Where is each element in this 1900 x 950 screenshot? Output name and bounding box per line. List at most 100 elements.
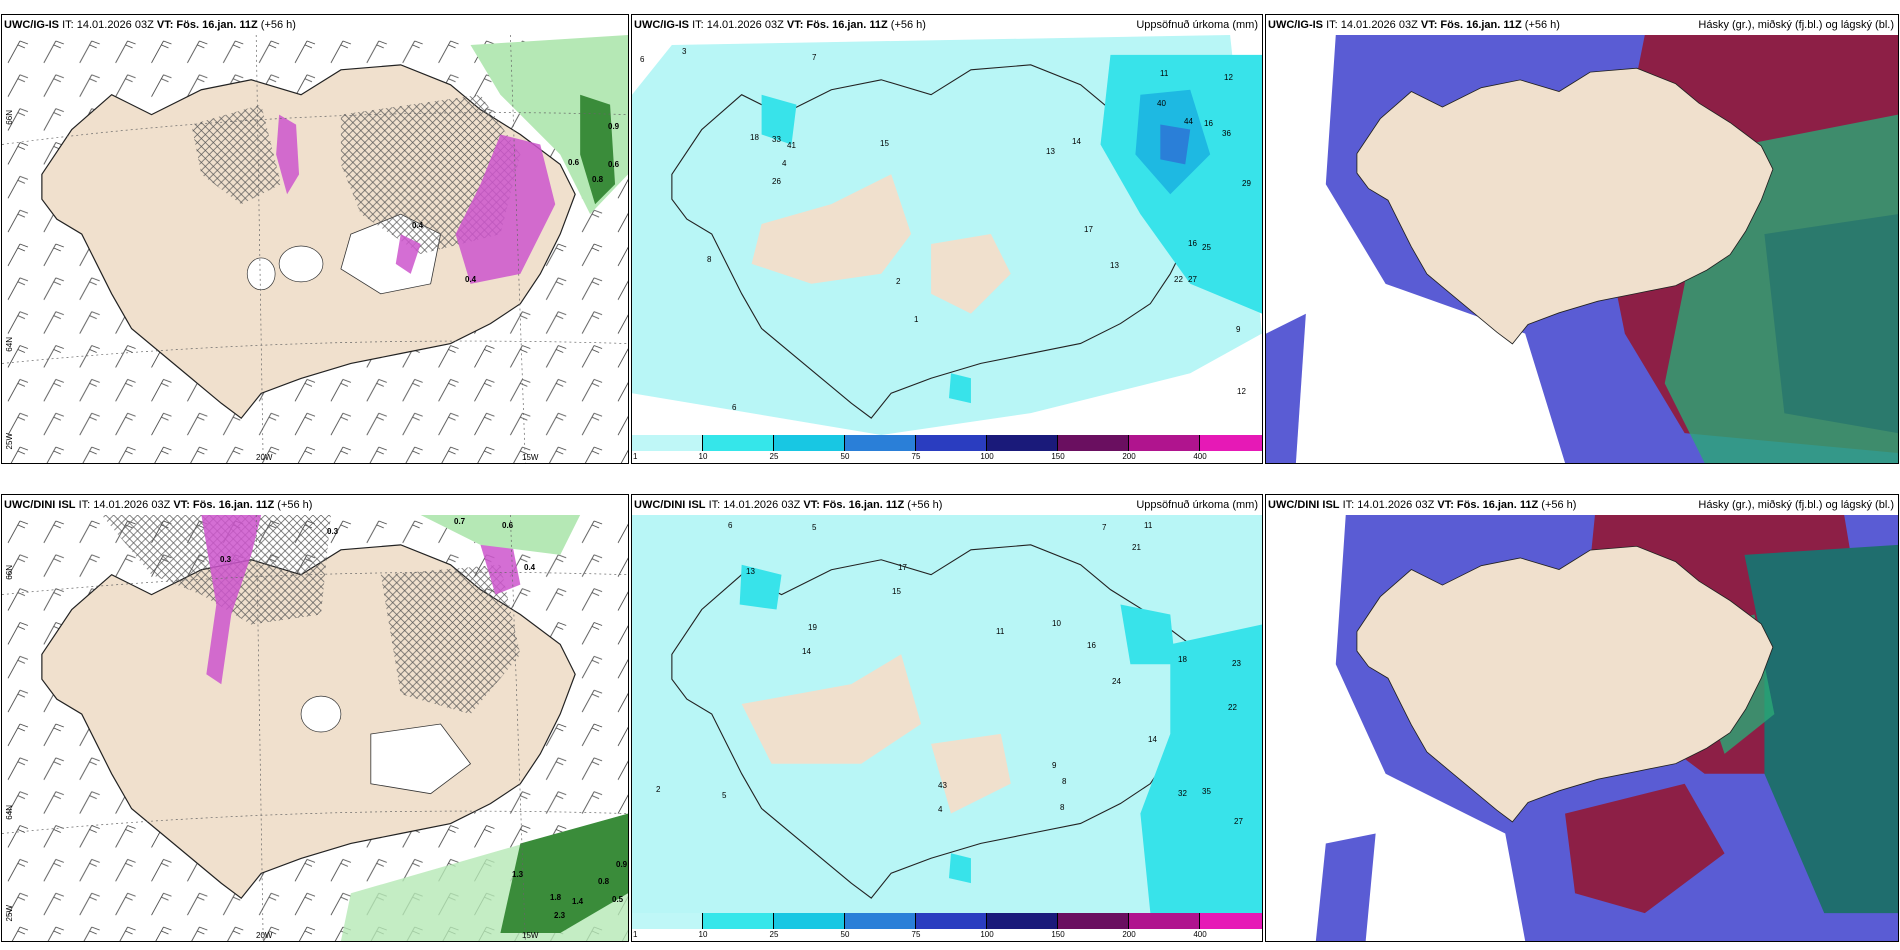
panel-bottom-wind: UWC/DINI ISL IT: 14.01.2026 03Z VT: Fös.… [1,494,629,942]
cloud-title: Hásky (gr.), miðský (fj.bl.) og lágský (… [1698,499,1894,511]
colorbar-swatch [916,435,987,451]
precip-value: 43 [938,781,947,790]
colorbar-swatch [632,913,703,929]
panel-header: UWC/DINI ISL IT: 14.01.2026 03Z VT: Fös.… [634,499,1258,511]
precip-value: 23 [1232,659,1241,668]
ice-value-label: 0.6 [608,160,620,169]
colorbar-tick: 150 [1051,930,1065,939]
precip-value: 35 [1202,787,1211,796]
ice-value-label: 1.8 [550,893,562,902]
precip-value: 6 [728,521,733,530]
lon-label-15: 15W [522,931,539,940]
colorbar-swatch [774,913,845,929]
colorbar-tick: 1 [633,930,638,939]
panel-header: UWC/IG-IS IT: 14.01.2026 03Z VT: Fös. 16… [1268,19,1894,31]
precip-value: 15 [892,587,901,596]
precip-value: 8 [707,255,712,264]
ice-value-label: 0.8 [592,175,604,184]
precip-value: 2 [656,785,661,794]
precip-value: 9 [1236,325,1241,334]
precip-value: 18 [1178,655,1187,664]
cloud-title: Hásky (gr.), miðský (fj.bl.) og lágský (… [1698,19,1894,31]
ice-value-label: 0.3 [327,527,339,536]
lon-label-25: 25W [5,905,14,922]
ice-value-label: 0.4 [524,563,536,572]
precip-value: 19 [808,623,817,632]
ice-value-label: 0.4 [412,221,424,230]
wind-map [2,35,628,463]
ice-value-label: 0.6 [502,521,514,530]
lat-label-64: 64N [5,337,14,352]
colorbar-swatch [1129,435,1200,451]
precip-value: 14 [1072,137,1081,146]
colorbar-tick: 400 [1193,930,1207,939]
precip-value: 33 [772,135,781,144]
ice-value-label: 2.3 [554,911,566,920]
colorbar-tick: 10 [698,452,708,461]
precip-title: Uppsöfnuð úrkoma (mm) [1136,499,1258,511]
precip-value: 16 [1188,239,1197,248]
precip-value: 22 [1228,703,1237,712]
colorbar-tick: 10 [698,930,708,939]
colorbar-swatch [845,913,916,929]
lat-label-66: 66N [5,110,14,125]
colorbar-swatch [1058,435,1129,451]
precip-value: 9 [1052,761,1057,770]
ice-value-label: 1.3 [512,870,524,879]
ice-value-label: 0.3 [220,555,232,564]
precip-value: 13 [746,567,755,576]
colorbar-tick: 50 [840,452,850,461]
precip-value: 6 [732,403,737,412]
precip-value: 13 [1110,261,1119,270]
precip-value: 12 [1237,387,1246,396]
precip-value: 29 [1242,179,1251,188]
precip-value: 5 [722,791,727,800]
colorbar-swatch [774,435,845,451]
colorbar-swatch [703,913,774,929]
precip-map [632,35,1262,435]
lat-label-64: 64N [5,805,14,820]
precip-value: 12 [1224,73,1233,82]
precip-value: 44 [1184,117,1193,126]
precip-value: 22 [1174,275,1183,284]
precip-value: 4 [938,805,943,814]
colorbar-swatch [1200,435,1262,451]
precip-value: 7 [1102,523,1107,532]
precip-value: 21 [1132,543,1141,552]
panel-bottom-cloud: UWC/DINI ISL IT: 14.01.2026 03Z VT: Fös.… [1265,494,1899,942]
colorbar-swatch [916,913,987,929]
precip-colorbar: 1 10 25 50 75 100 150 200 400 [632,435,1262,463]
colorbar-tick: 100 [980,930,994,939]
colorbar-swatch [703,435,774,451]
precip-value: 27 [1188,275,1197,284]
precip-value: 8 [1062,777,1067,786]
precip-value: 32 [1178,789,1187,798]
precip-value: 11 [1160,69,1169,78]
ice-value-label: 1.4 [572,897,584,906]
lon-label-25: 25W [5,433,14,450]
precip-value: 11 [1144,521,1153,530]
colorbar-swatch [987,435,1058,451]
colorbar-tick: 25 [769,452,779,461]
ice-value-label: 0.7 [454,517,466,526]
precip-value: 14 [1148,735,1157,744]
precip-value: 5 [812,523,817,532]
precip-value: 40 [1157,99,1166,108]
colorbar-swatch [632,435,703,451]
lon-label-20: 20W [256,931,273,940]
cloud-map [1266,35,1898,463]
precip-value: 11 [996,627,1005,636]
panel-header: UWC/IG-IS IT: 14.01.2026 03Z VT: Fös. 16… [4,19,296,31]
precip-value: 41 [787,141,796,150]
precip-value: 2 [896,277,901,286]
precip-value: 15 [880,139,889,148]
panel-header: UWC/IG-IS IT: 14.01.2026 03Z VT: Fös. 16… [634,19,1258,31]
precip-value: 7 [812,53,817,62]
colorbar-swatch [1058,913,1129,929]
colorbar-tick: 100 [980,452,994,461]
colorbar-tick: 75 [911,452,921,461]
colorbar-tick: 1 [633,452,638,461]
precip-value: 16 [1204,119,1213,128]
precip-value: 13 [1046,147,1055,156]
panel-top-wind: UWC/IG-IS IT: 14.01.2026 03Z VT: Fös. 16… [1,14,629,464]
